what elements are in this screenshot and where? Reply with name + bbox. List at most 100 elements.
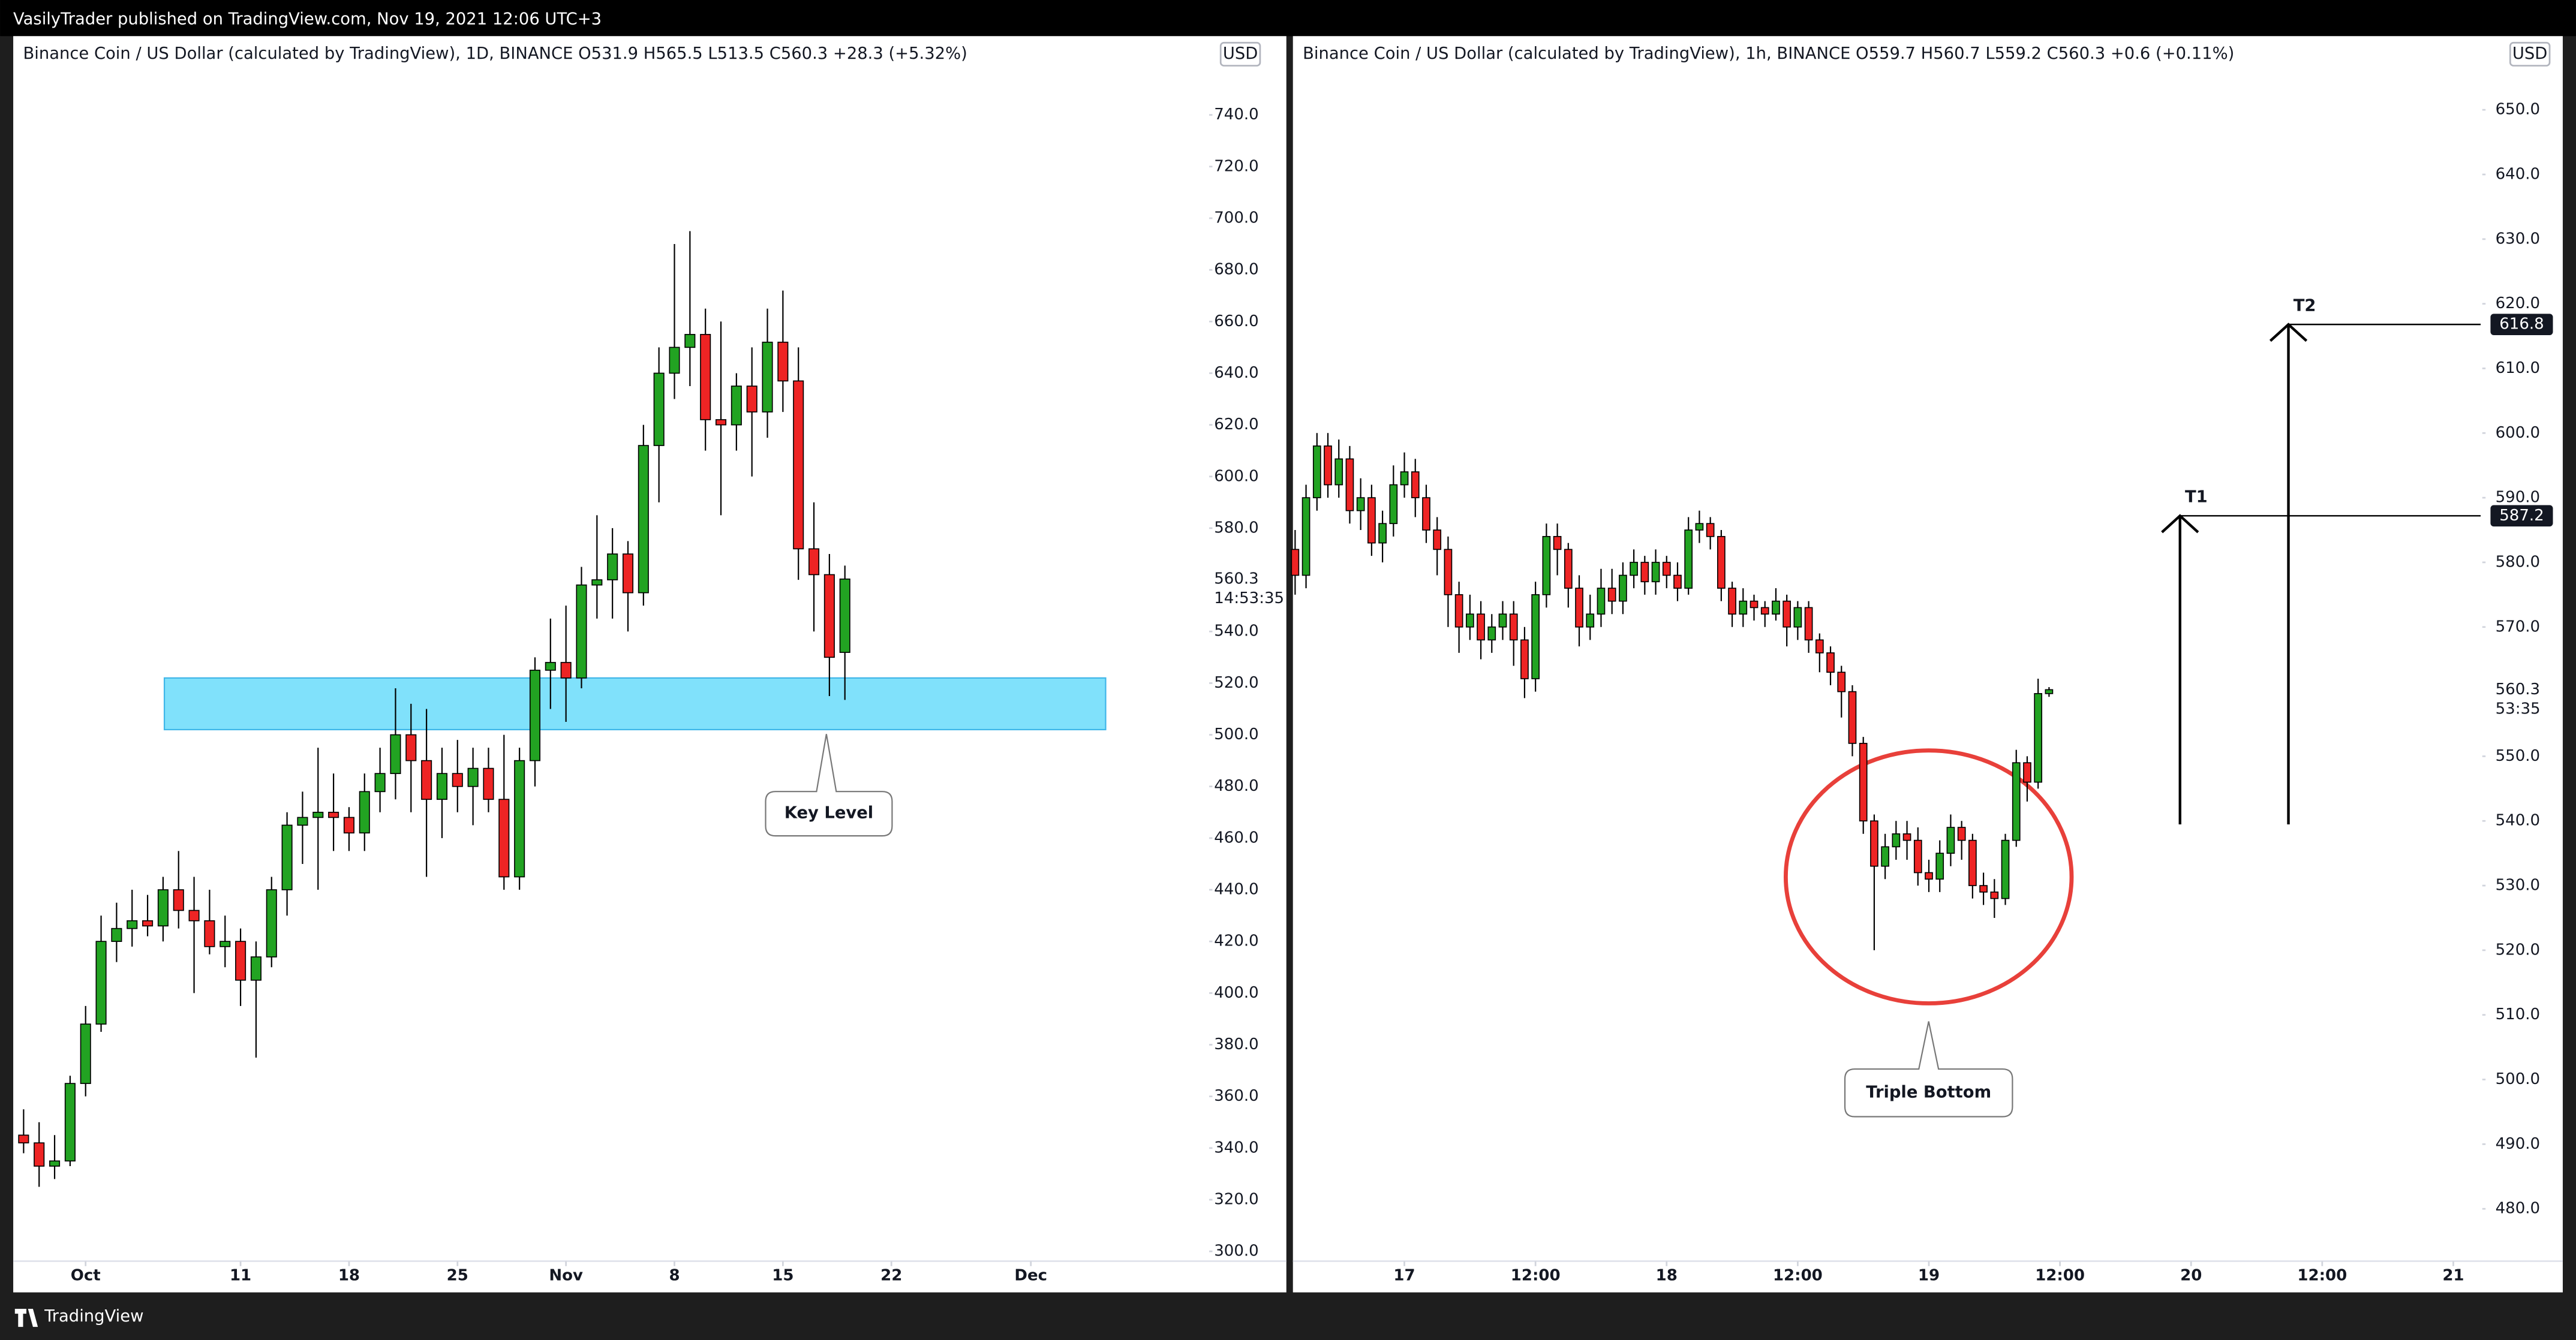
y-tick-label: 500.0	[1214, 725, 1258, 743]
candle-body	[1946, 827, 1955, 854]
x-tick-label: Dec	[1014, 1267, 1047, 1285]
currency-box	[2509, 41, 2551, 67]
candle-body	[1935, 853, 1944, 880]
candle-body	[1520, 639, 1529, 679]
y-tick-label: 520.0	[2496, 941, 2540, 959]
y-tick-label: 650.0	[2496, 101, 2540, 119]
candle-body	[1498, 613, 1507, 628]
candle-body	[684, 334, 696, 348]
candle-body	[1859, 743, 1868, 822]
candle-body	[715, 419, 727, 426]
candle-body	[1640, 562, 1649, 583]
candle-body	[1477, 613, 1485, 641]
candle-body	[1542, 535, 1551, 595]
candle-body	[1695, 523, 1704, 531]
candle-body	[746, 386, 758, 412]
candle-body	[1389, 484, 1398, 525]
callout-label: Triple Bottom	[1866, 1083, 1991, 1101]
y-tick-label: 500.0	[2496, 1070, 2540, 1088]
y-tick-label: 420.0	[1214, 932, 1258, 950]
candle-body	[808, 548, 820, 576]
candle-body	[823, 574, 835, 658]
candle-body	[220, 941, 231, 947]
x-tick-label: 18	[338, 1267, 360, 1285]
candle-body	[1673, 574, 1682, 589]
candle-body	[498, 799, 510, 878]
candle-body	[1750, 600, 1759, 609]
candle-body	[1411, 471, 1420, 498]
candle-body	[111, 928, 122, 942]
candle-body	[452, 773, 463, 787]
x-tick-label: 25	[447, 1267, 468, 1285]
left-pane	[13, 36, 1287, 1293]
candle-body	[607, 553, 618, 580]
countdown: 53:35	[2496, 700, 2541, 718]
currency-box	[1219, 41, 1261, 67]
candle-body	[1881, 846, 1889, 867]
candle-body	[1291, 549, 1300, 576]
candle-body	[1509, 613, 1518, 641]
y-tick-label: 630.0	[2496, 230, 2540, 248]
candle-body	[64, 1083, 76, 1162]
candle-body	[467, 767, 479, 787]
candle-body	[514, 760, 525, 878]
countdown: 14:53:35	[1214, 589, 1284, 607]
y-tick-label: 620.0	[2496, 294, 2540, 312]
y-tick-label: 440.0	[1214, 881, 1258, 899]
candle-body	[1739, 600, 1748, 615]
y-tick-label: 680.0	[1214, 261, 1258, 279]
y-tick-label: 550.0	[2496, 747, 2540, 765]
candle-body	[1531, 594, 1540, 679]
candle-body	[1356, 497, 1365, 511]
candle-body	[1465, 613, 1474, 628]
publisher-line: VasilyTrader published on TradingView.co…	[13, 10, 602, 28]
candle-body	[1553, 535, 1562, 550]
candle-body	[1772, 600, 1780, 615]
y-tick-label: 600.0	[2496, 424, 2540, 442]
candle-body	[328, 811, 339, 818]
candle-body	[1913, 839, 1922, 874]
candle-body	[359, 791, 370, 834]
y-tick-label: 380.0	[1214, 1035, 1258, 1053]
x-tick-label: 20	[2180, 1267, 2202, 1285]
price-tag-label: 616.8	[2499, 315, 2544, 333]
candle-body	[731, 386, 742, 426]
candle-body	[483, 767, 494, 800]
candle-body	[1793, 607, 1802, 628]
x-tick-label: 19	[1918, 1267, 1940, 1285]
candle-body	[1684, 529, 1693, 589]
y-tick-label: 590.0	[2496, 489, 2540, 507]
candle-body	[18, 1134, 29, 1144]
candle-body	[1815, 639, 1824, 654]
candle-body	[638, 445, 649, 594]
candle-body	[1619, 574, 1627, 602]
candle-body	[1454, 594, 1463, 628]
bottom-bar	[0, 1294, 2576, 1340]
y-tick-label: 720.0	[1214, 157, 1258, 175]
callout	[1844, 1021, 2013, 1118]
candle-body	[1301, 497, 1310, 576]
candle-body	[235, 941, 247, 981]
y-tick-label: 660.0	[1214, 312, 1258, 330]
candle-body	[1826, 652, 1835, 673]
candle-body	[1487, 626, 1496, 641]
candle-body	[1433, 529, 1442, 550]
candle-body	[1630, 562, 1638, 576]
candle-body	[1662, 562, 1671, 576]
candle-body	[1717, 535, 1726, 589]
y-tick-label: 530.0	[2496, 877, 2540, 895]
candle-body	[390, 734, 401, 775]
candle-body	[1968, 839, 1977, 886]
y-tick-label: 460.0	[1214, 829, 1258, 847]
candle-body	[1586, 613, 1595, 628]
callout	[765, 734, 893, 837]
y-tick-label: 570.0	[2496, 618, 2540, 636]
candle-body	[1564, 549, 1573, 589]
x-tick-label: 12:00	[2035, 1267, 2085, 1285]
y-tick-label: 610.0	[2496, 359, 2540, 377]
y-tick-label: 360.0	[1214, 1087, 1258, 1105]
x-tick-label: Oct	[71, 1267, 101, 1285]
candle-body	[576, 584, 587, 679]
